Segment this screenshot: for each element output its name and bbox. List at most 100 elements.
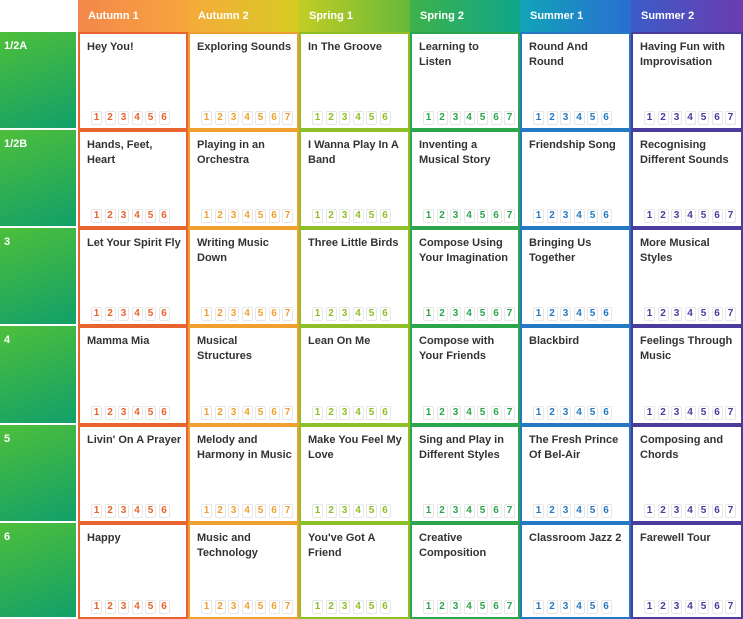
unit-card[interactable]: The Fresh Prince Of Bel-Air 1 2 3 4 5 6: [520, 425, 631, 523]
step-number[interactable]: 3: [228, 504, 239, 518]
step-number[interactable]: 5: [477, 600, 488, 614]
step-number[interactable]: 3: [339, 307, 350, 321]
step-number[interactable]: 4: [352, 504, 364, 518]
step-number[interactable]: 1: [644, 111, 655, 125]
step-number[interactable]: 1: [423, 406, 434, 420]
step-number[interactable]: 7: [504, 111, 515, 125]
step-number[interactable]: 3: [118, 307, 129, 321]
step-number[interactable]: 3: [118, 600, 129, 614]
unit-card[interactable]: Hands, Feet, Heart 1 2 3 4 5 6: [78, 130, 188, 228]
step-number[interactable]: 2: [214, 307, 226, 321]
step-number[interactable]: 2: [104, 600, 116, 614]
step-number[interactable]: 5: [366, 504, 377, 518]
step-number[interactable]: 5: [145, 406, 156, 420]
step-number[interactable]: 3: [671, 504, 682, 518]
step-number[interactable]: 3: [118, 111, 129, 125]
step-number[interactable]: 3: [560, 111, 571, 125]
step-number[interactable]: 2: [546, 209, 558, 223]
step-number[interactable]: 4: [573, 111, 585, 125]
step-number[interactable]: 5: [477, 307, 488, 321]
step-number[interactable]: 1: [533, 406, 544, 420]
step-number[interactable]: 6: [158, 600, 170, 614]
step-number[interactable]: 5: [698, 209, 709, 223]
step-number[interactable]: 1: [312, 600, 323, 614]
step-number[interactable]: 1: [644, 209, 655, 223]
step-number[interactable]: 2: [214, 406, 226, 420]
unit-card[interactable]: Melody and Harmony in Music 1 2 3 4 5 6 7: [188, 425, 299, 523]
step-number[interactable]: 2: [657, 209, 669, 223]
unit-card[interactable]: Happy 1 2 3 4 5 6: [78, 523, 188, 619]
step-number[interactable]: 4: [131, 504, 143, 518]
step-number[interactable]: 5: [587, 504, 598, 518]
step-number[interactable]: 1: [91, 406, 102, 420]
step-number[interactable]: 5: [698, 600, 709, 614]
step-number[interactable]: 2: [325, 111, 337, 125]
step-number[interactable]: 2: [657, 406, 669, 420]
unit-card[interactable]: Exploring Sounds 1 2 3 4 5 6 7: [188, 32, 299, 130]
step-number[interactable]: 7: [282, 209, 293, 223]
step-number[interactable]: 7: [725, 504, 736, 518]
step-number[interactable]: 2: [436, 111, 448, 125]
step-number[interactable]: 3: [560, 307, 571, 321]
step-number[interactable]: 5: [366, 111, 377, 125]
step-number[interactable]: 1: [533, 504, 544, 518]
step-number[interactable]: 4: [463, 600, 475, 614]
step-number[interactable]: 1: [312, 406, 323, 420]
step-number[interactable]: 4: [684, 111, 696, 125]
step-number[interactable]: 3: [228, 406, 239, 420]
unit-card[interactable]: Creative Composition 1 2 3 4 5 6 7: [410, 523, 520, 619]
step-number[interactable]: 3: [118, 209, 129, 223]
step-number[interactable]: 7: [725, 111, 736, 125]
step-number[interactable]: 5: [255, 209, 266, 223]
step-number[interactable]: 4: [241, 600, 253, 614]
step-number[interactable]: 5: [145, 209, 156, 223]
step-number[interactable]: 6: [600, 209, 612, 223]
step-number[interactable]: 2: [436, 600, 448, 614]
step-number[interactable]: 2: [436, 307, 448, 321]
step-number[interactable]: 1: [423, 209, 434, 223]
step-number[interactable]: 4: [131, 111, 143, 125]
unit-card[interactable]: Lean On Me 1 2 3 4 5 6: [299, 326, 410, 425]
unit-card[interactable]: Livin' On A Prayer 1 2 3 4 5 6: [78, 425, 188, 523]
step-number[interactable]: 6: [490, 504, 502, 518]
step-number[interactable]: 5: [477, 504, 488, 518]
step-number[interactable]: 5: [366, 600, 377, 614]
step-number[interactable]: 5: [145, 504, 156, 518]
step-number[interactable]: 1: [91, 600, 102, 614]
step-number[interactable]: 6: [490, 209, 502, 223]
step-number[interactable]: 2: [546, 307, 558, 321]
unit-card[interactable]: Let Your Spirit Fly 1 2 3 4 5 6: [78, 228, 188, 326]
step-number[interactable]: 4: [352, 209, 364, 223]
step-number[interactable]: 4: [352, 307, 364, 321]
step-number[interactable]: 3: [228, 111, 239, 125]
step-number[interactable]: 5: [145, 307, 156, 321]
step-number[interactable]: 6: [158, 406, 170, 420]
step-number[interactable]: 2: [104, 111, 116, 125]
step-number[interactable]: 1: [533, 209, 544, 223]
step-number[interactable]: 1: [312, 111, 323, 125]
step-number[interactable]: 5: [587, 600, 598, 614]
step-number[interactable]: 3: [671, 600, 682, 614]
step-number[interactable]: 1: [201, 307, 212, 321]
step-number[interactable]: 2: [546, 600, 558, 614]
step-number[interactable]: 1: [312, 209, 323, 223]
unit-card[interactable]: Round And Round 1 2 3 4 5 6: [520, 32, 631, 130]
step-number[interactable]: 3: [339, 209, 350, 223]
step-number[interactable]: 6: [711, 504, 723, 518]
unit-card[interactable]: Mamma Mia 1 2 3 4 5 6: [78, 326, 188, 425]
unit-card[interactable]: Hey You! 1 2 3 4 5 6: [78, 32, 188, 130]
step-number[interactable]: 3: [450, 504, 461, 518]
step-number[interactable]: 3: [228, 307, 239, 321]
step-number[interactable]: 4: [684, 504, 696, 518]
step-number[interactable]: 6: [379, 307, 391, 321]
step-number[interactable]: 6: [268, 600, 280, 614]
step-number[interactable]: 6: [379, 600, 391, 614]
step-number[interactable]: 4: [131, 406, 143, 420]
step-number[interactable]: 2: [104, 406, 116, 420]
step-number[interactable]: 5: [366, 307, 377, 321]
step-number[interactable]: 6: [379, 111, 391, 125]
step-number[interactable]: 4: [463, 504, 475, 518]
step-number[interactable]: 1: [91, 209, 102, 223]
unit-card[interactable]: Recognising Different Sounds 1 2 3 4 5 6 7: [631, 130, 743, 228]
